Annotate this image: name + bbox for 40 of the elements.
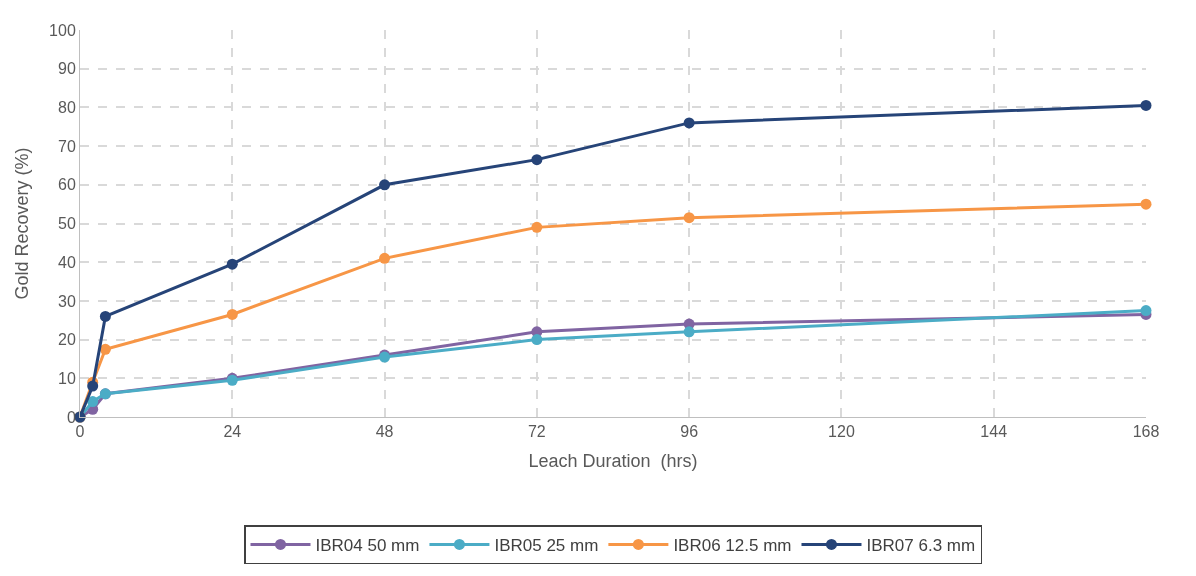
- y-tick-label: 0: [66, 408, 76, 426]
- y-tick-label: 50: [58, 215, 76, 233]
- x-tick-label: 144: [980, 423, 1008, 441]
- point: [683, 117, 695, 129]
- y-tick-label: 40: [58, 253, 76, 271]
- point: [683, 326, 695, 338]
- y-tick-label: 100: [49, 21, 76, 39]
- point: [1140, 99, 1152, 111]
- x-tick-label: 72: [527, 423, 546, 441]
- y-tick-label: 70: [58, 137, 76, 155]
- x-tick-label: 96: [680, 423, 699, 441]
- legend-label: IBR05 25 mm: [494, 536, 599, 556]
- point: [87, 396, 99, 408]
- point: [531, 334, 543, 346]
- point: [531, 221, 543, 233]
- point: [379, 179, 391, 191]
- y-tick-label: 60: [58, 176, 76, 194]
- point: [683, 212, 695, 224]
- x-tick-label: 48: [375, 423, 394, 441]
- legend-label: IBR04 50 mm: [315, 536, 420, 556]
- y-tick-label: 80: [58, 99, 76, 116]
- x-tick-label: 168: [1132, 423, 1160, 441]
- y-tick-label: 30: [58, 292, 76, 310]
- legend-label: IBR07 6.3 mm: [866, 536, 976, 556]
- legend-label: IBR06 12.5 mm: [673, 536, 792, 556]
- point: [87, 380, 99, 392]
- x-tick-label: 24: [223, 423, 242, 441]
- point: [99, 343, 111, 355]
- point: [379, 252, 391, 264]
- y-tick-label: 20: [58, 331, 76, 349]
- y-axis-title: Gold Recovery (%): [12, 147, 33, 300]
- point: [226, 308, 238, 320]
- point: [99, 310, 111, 322]
- point: [531, 154, 543, 166]
- y-tick-label: 90: [58, 60, 76, 78]
- y-tick-label: 10: [58, 369, 76, 387]
- x-axis-title: Leach Duration (hrs): [528, 451, 698, 472]
- x-tick-label: 120: [828, 423, 855, 441]
- point: [226, 258, 238, 270]
- point: [1140, 198, 1152, 210]
